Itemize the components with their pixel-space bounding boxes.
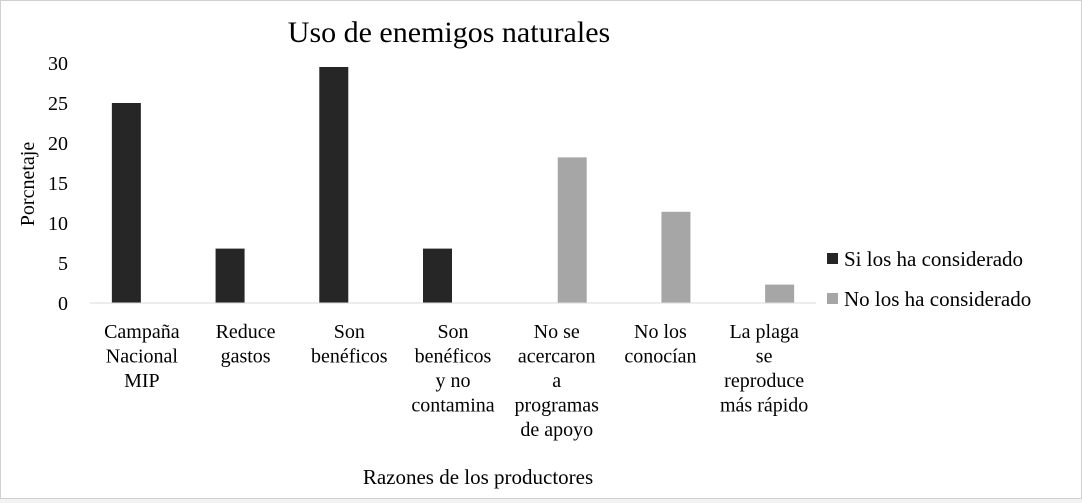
category-label: No se acercaron a programas de apoyo bbox=[515, 321, 600, 441]
y-tick-label: 25 bbox=[48, 93, 68, 115]
category-label: Son benéficos y no contamina bbox=[411, 321, 494, 417]
legend-label-0: Si los ha considerado bbox=[844, 247, 1023, 271]
legend-label-1: No los ha considerado bbox=[844, 287, 1031, 311]
bar-considered-2 bbox=[319, 67, 349, 303]
y-tick-label: 0 bbox=[58, 293, 68, 315]
bar-not-considered-5 bbox=[661, 211, 691, 303]
y-axis-label: Porcnetaje bbox=[17, 142, 39, 227]
legend-swatch-0 bbox=[827, 253, 838, 264]
bar-not-considered-6 bbox=[765, 284, 795, 303]
y-tick-label: 10 bbox=[48, 213, 68, 235]
category-label: Campaña Nacional MIP bbox=[104, 321, 180, 392]
y-tick-label: 15 bbox=[48, 173, 68, 195]
category-label: Reduce gastos bbox=[216, 321, 276, 368]
category-label: Son benéficos bbox=[311, 321, 388, 368]
bar-considered-3 bbox=[423, 248, 452, 303]
category-label: No los conocían bbox=[624, 321, 696, 368]
x-axis-label: Razones de los productores bbox=[363, 465, 593, 489]
y-tick-label: 5 bbox=[58, 253, 68, 275]
y-tick-label: 30 bbox=[48, 53, 68, 75]
legend-swatch-1 bbox=[827, 293, 838, 304]
y-tick-label: 20 bbox=[48, 133, 68, 155]
bar-considered-0 bbox=[111, 103, 141, 303]
bar-considered-1 bbox=[215, 248, 245, 303]
chart-title: Uso de enemigos naturales bbox=[288, 16, 610, 49]
category-label: La plaga se reproduce más rápido bbox=[720, 321, 808, 417]
bar-not-considered-4 bbox=[557, 157, 587, 303]
